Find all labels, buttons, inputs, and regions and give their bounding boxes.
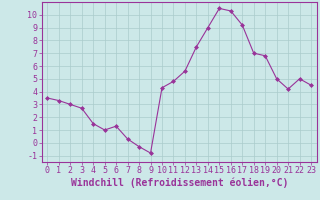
X-axis label: Windchill (Refroidissement éolien,°C): Windchill (Refroidissement éolien,°C) — [70, 178, 288, 188]
